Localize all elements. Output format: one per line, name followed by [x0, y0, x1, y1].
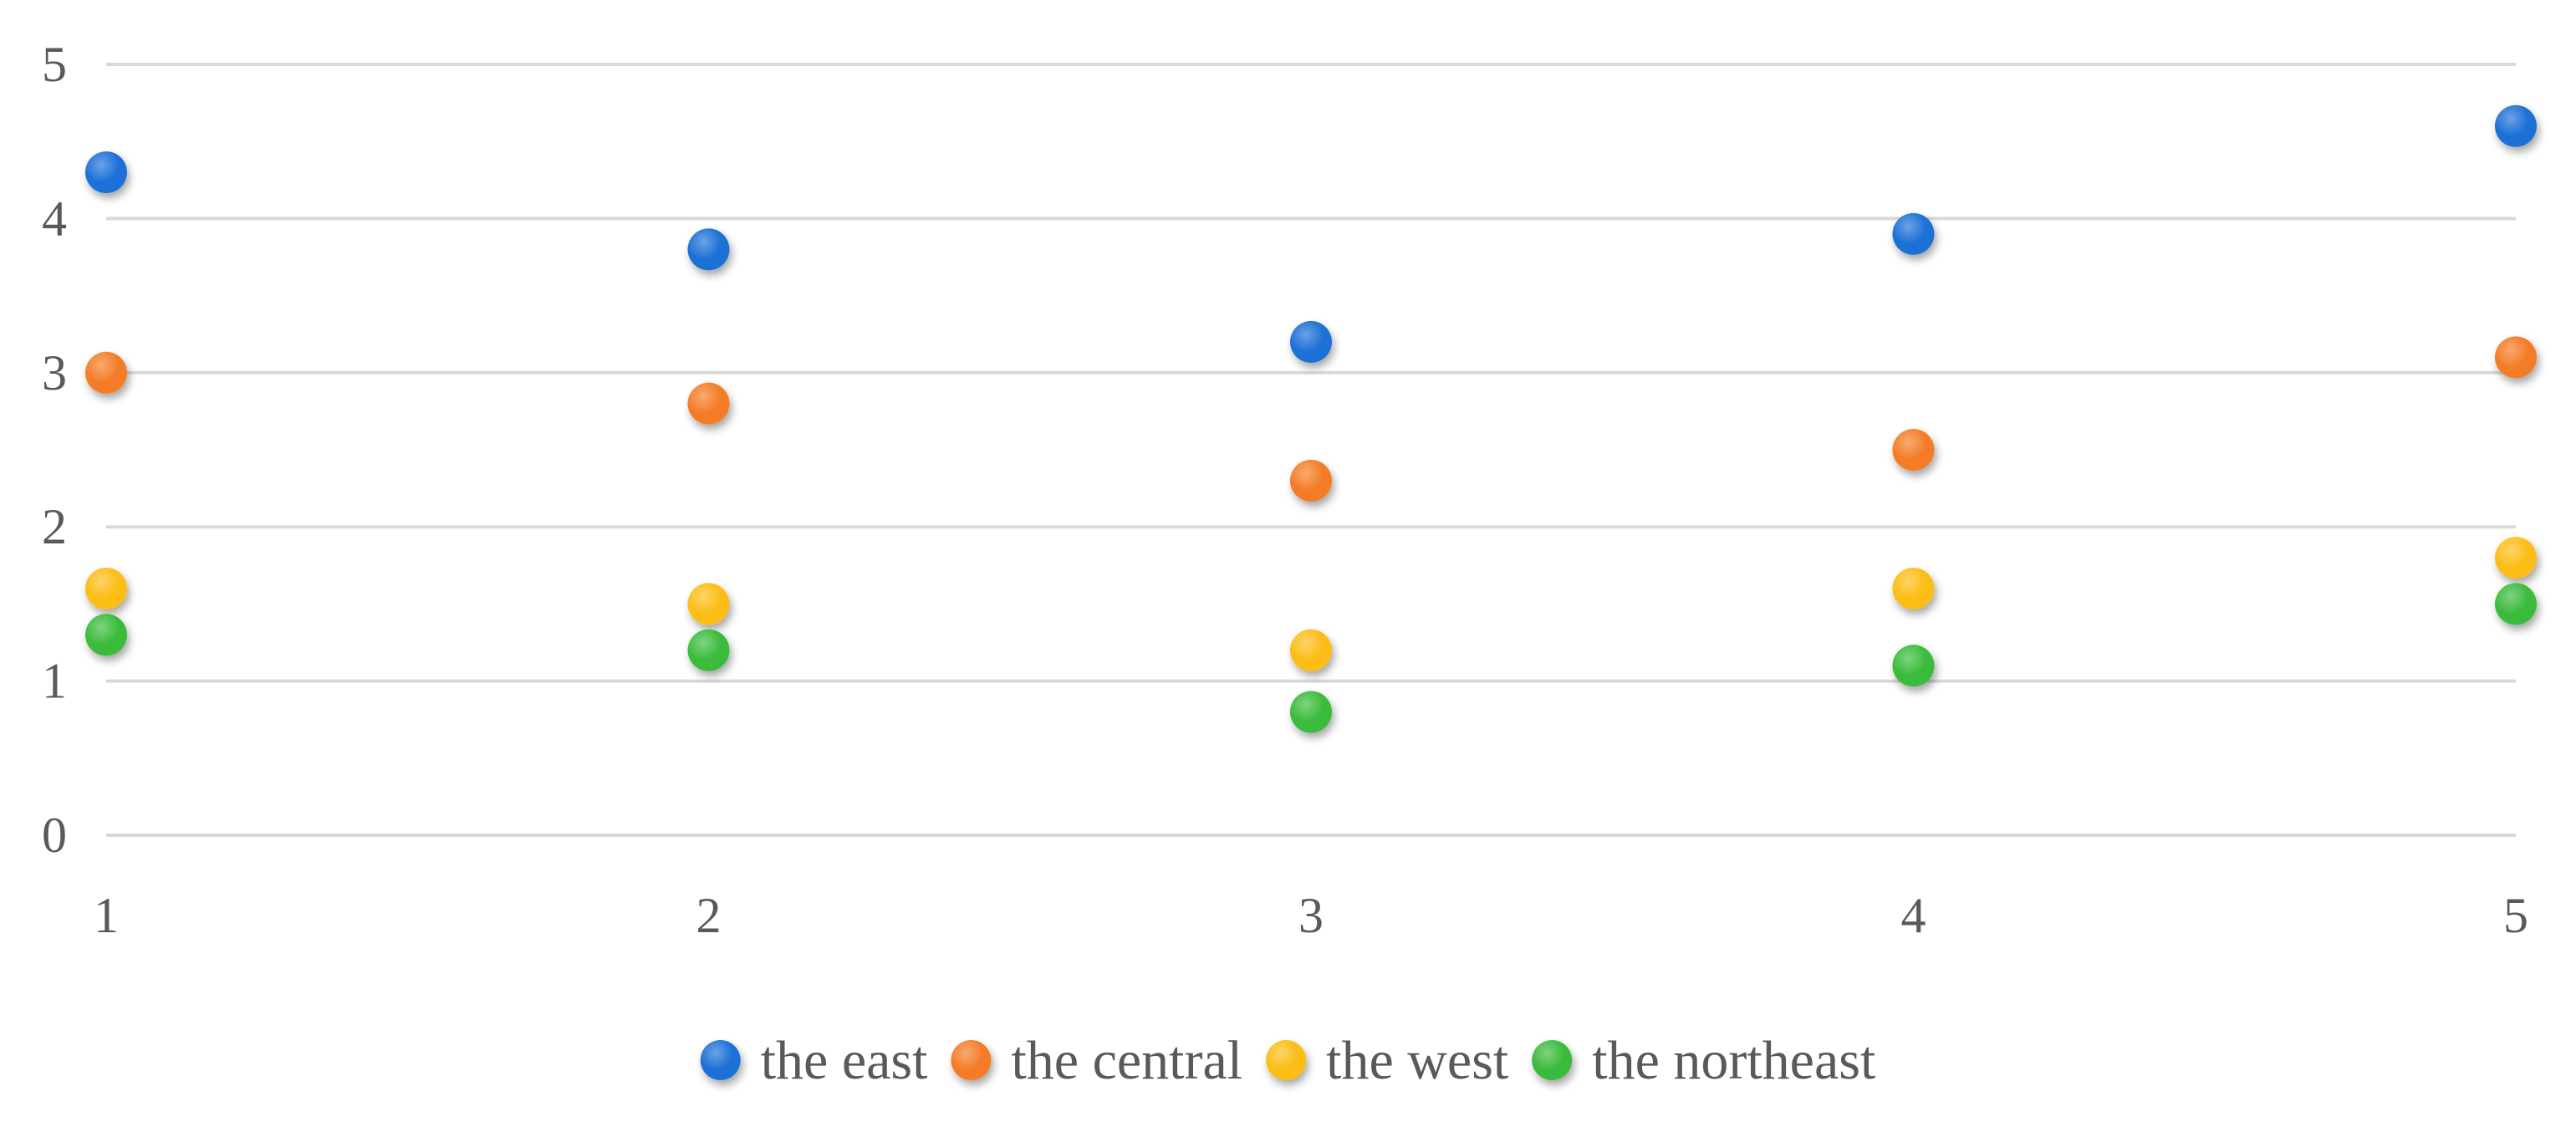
x-tick-label: 2 [696, 888, 722, 943]
data-point-highlight [687, 583, 730, 625]
data-point-highlight [687, 228, 730, 271]
gridlines [106, 63, 2516, 837]
x-tick-label: 1 [94, 888, 119, 943]
legend-marker-highlight [700, 1040, 741, 1080]
y-axis-ticks: 0 1 2 3 4 5 [42, 37, 67, 863]
y-tick-label: 1 [42, 654, 67, 709]
legend: the east the central the west the northeast [700, 1030, 1875, 1091]
data-points [85, 105, 2537, 733]
data-point-highlight [687, 382, 730, 425]
x-tick-label: 5 [2503, 888, 2528, 943]
series-the-east [85, 105, 2537, 363]
y-tick-label: 3 [42, 345, 67, 400]
legend-marker-highlight [1532, 1040, 1573, 1080]
series-the-central [85, 336, 2537, 502]
legend-label: the west [1326, 1030, 1508, 1091]
data-point-highlight [1290, 691, 1332, 733]
y-tick-label: 4 [42, 191, 67, 246]
data-point-highlight [85, 567, 127, 609]
y-tick-label: 0 [42, 808, 67, 863]
legend-marker-highlight [1266, 1040, 1307, 1080]
data-point-highlight [85, 151, 127, 194]
legend-marker-highlight [951, 1040, 992, 1080]
data-point-highlight [1892, 212, 1935, 255]
data-point-highlight [1892, 645, 1935, 687]
x-tick-label: 3 [1298, 888, 1324, 943]
data-point-highlight [2495, 537, 2537, 579]
data-point-highlight [2495, 336, 2537, 379]
y-tick-label: 5 [42, 37, 67, 92]
data-point-highlight [2495, 583, 2537, 625]
x-tick-label: 4 [1901, 888, 1926, 943]
data-point-highlight [85, 614, 127, 656]
legend-label: the northeast [1592, 1030, 1875, 1091]
y-tick-label: 2 [42, 499, 67, 554]
x-axis-ticks: 1 2 3 4 5 [94, 888, 2528, 943]
data-point-highlight [1290, 629, 1332, 671]
legend-label: the east [761, 1030, 928, 1091]
data-point-highlight [1290, 459, 1332, 502]
data-point-highlight [85, 351, 127, 394]
data-point-highlight [1290, 320, 1332, 363]
data-point-highlight [1892, 429, 1935, 471]
series-the-west [85, 537, 2537, 671]
legend-label: the central [1011, 1030, 1242, 1091]
data-point-highlight [687, 629, 730, 671]
data-point-highlight [1892, 567, 1935, 609]
series-the-northeast [85, 583, 2537, 733]
data-point-highlight [2495, 105, 2537, 147]
